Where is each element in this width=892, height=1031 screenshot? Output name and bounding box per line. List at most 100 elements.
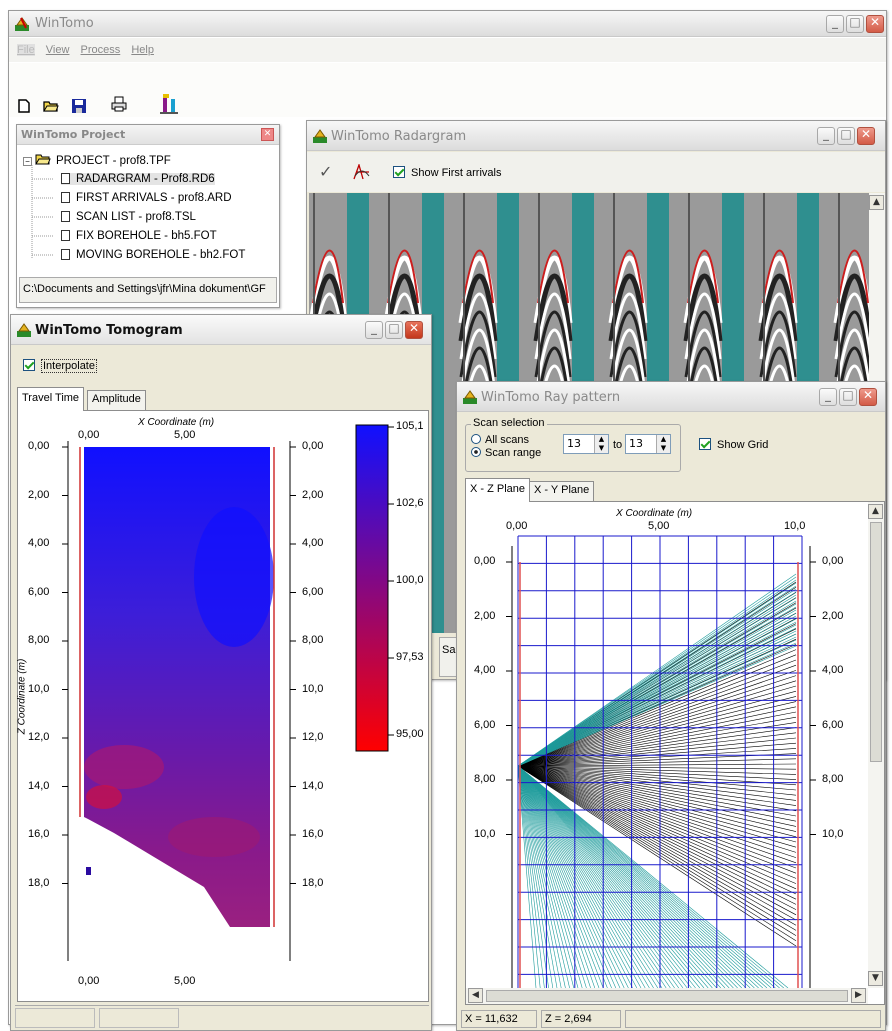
ray-path — [517, 765, 797, 895]
show-grid-checkbox[interactable]: Show Grid — [699, 438, 768, 451]
scan-from-spinner[interactable]: 13 ▲ ▼ — [563, 434, 609, 454]
menu-help[interactable]: Help — [131, 44, 154, 56]
tick-label: 8,00 — [822, 773, 844, 785]
rays — [517, 573, 797, 988]
tree-root[interactable]: − PROJECT - prof8.TPF — [23, 153, 171, 167]
tab-xz-plane[interactable]: X - Z Plane — [465, 478, 531, 502]
maximize-button[interactable]: □ — [837, 127, 855, 145]
scroll-down-button[interactable]: ▼ — [868, 971, 883, 986]
ray-path — [517, 727, 797, 767]
ray-path — [517, 742, 797, 767]
tick-label: 2,00 — [474, 609, 496, 622]
minimize-button[interactable]: _ — [365, 321, 383, 339]
status-panel — [99, 1008, 179, 1028]
save-icon[interactable] — [71, 98, 87, 114]
tab-amplitude[interactable]: Amplitude — [87, 390, 146, 411]
open-folder-icon[interactable] — [43, 99, 59, 113]
minimize-button[interactable]: _ — [819, 388, 837, 406]
scroll-up-button[interactable]: ▲ — [869, 195, 884, 210]
scan-range-radio[interactable]: Scan range — [471, 447, 541, 459]
ray-path — [517, 582, 797, 767]
ray-path — [517, 765, 797, 921]
ray-path — [517, 732, 797, 767]
close-button[interactable]: ✕ — [857, 127, 875, 145]
maximize-icon: □ — [388, 321, 400, 335]
tree-item[interactable]: MOVING BOREHOLE - bh2.FOT — [61, 249, 245, 261]
tick-label: 4,00 — [822, 664, 844, 676]
interpolate-checkbox[interactable]: Interpolate — [23, 359, 97, 373]
document-icon — [61, 192, 70, 203]
close-button[interactable]: ✕ — [859, 388, 877, 406]
velocity-cell — [86, 867, 91, 875]
tab-xy-plane[interactable]: X - Y Plane — [529, 481, 595, 502]
maximize-button[interactable]: □ — [846, 15, 864, 33]
spinner-arrows-icon[interactable]: ▲ ▼ — [594, 435, 608, 453]
project-titlebar[interactable]: WinTomo Project ✕ — [17, 125, 279, 145]
pick-tool-icon[interactable] — [353, 164, 371, 180]
maximize-button[interactable]: □ — [839, 388, 857, 406]
radargram-titlebar[interactable]: WinTomo Radargram _ □ ✕ — [307, 121, 885, 151]
first-arrival-pick — [762, 249, 794, 304]
ray-path — [517, 765, 717, 988]
raypattern-titlebar[interactable]: WinTomo Ray pattern _ □ ✕ — [457, 382, 885, 412]
menu-view[interactable]: View — [45, 44, 70, 56]
tree-item[interactable]: FIRST ARRIVALS - prof8.ARD — [61, 192, 232, 204]
spinner-arrows-icon[interactable]: ▲ ▼ — [656, 435, 670, 453]
tomogram-titlebar[interactable]: WinTomo Tomogram _ □ ✕ — [11, 315, 431, 345]
borehole-tool-icon[interactable] — [159, 93, 179, 115]
checkmark-icon[interactable]: ✓ — [319, 162, 333, 181]
menu-process[interactable]: Process — [80, 44, 121, 56]
tick-label: 14,0 — [28, 779, 50, 792]
tree-lines — [31, 165, 53, 259]
ray-path — [517, 664, 797, 767]
ray-path — [517, 765, 768, 988]
ray-path — [517, 765, 797, 832]
ray-path — [517, 765, 638, 988]
scroll-thumb[interactable] — [486, 990, 848, 1002]
tick-label: 8,00 — [28, 634, 50, 646]
raypattern-vscrollbar[interactable]: ▲ ▼ — [868, 502, 884, 988]
scroll-thumb[interactable] — [870, 522, 882, 762]
all-scans-radio[interactable]: All scans — [471, 434, 529, 446]
ray-path — [517, 765, 541, 988]
close-button[interactable]: ✕ — [405, 321, 423, 339]
close-button[interactable]: ✕ — [866, 15, 884, 33]
ray-path — [517, 675, 797, 767]
project-close-button[interactable]: ✕ — [261, 128, 274, 141]
close-icon: ✕ — [869, 15, 881, 29]
ray-path — [517, 765, 570, 988]
scan-to-spinner[interactable]: 13 ▲ ▼ — [625, 434, 671, 454]
show-first-arrivals-checkbox[interactable]: Show First arrivals — [393, 166, 501, 179]
ray-pattern-plot — [466, 502, 868, 988]
scroll-left-button[interactable]: ◀ — [468, 988, 483, 1003]
ray-path — [517, 765, 797, 848]
minimize-button[interactable]: _ — [826, 15, 844, 33]
ray-path — [517, 765, 545, 988]
tick-label: 10,0 — [302, 682, 324, 695]
velocity-anomaly — [168, 817, 260, 857]
ray-path — [517, 615, 797, 767]
scan-selection-group — [465, 424, 681, 472]
tree-item[interactable]: FIX BOREHOLE - bh5.FOT — [61, 230, 217, 242]
menu-file[interactable]: File — [17, 44, 35, 56]
ray-path — [517, 576, 797, 767]
tree-item[interactable]: RADARGRAM - Prof8.RD6 — [61, 173, 215, 185]
scroll-up-button[interactable]: ▲ — [868, 504, 883, 519]
tab-travel-time[interactable]: Travel Time — [17, 387, 85, 411]
collapse-icon[interactable]: − — [23, 157, 32, 166]
raypattern-hscrollbar[interactable]: ◀ ▶ — [466, 988, 868, 1004]
tick-label: 95,00 — [396, 728, 424, 740]
ray-path — [517, 670, 797, 767]
ray-path — [517, 765, 784, 988]
colorbar — [355, 424, 389, 752]
maximize-button[interactable]: □ — [385, 321, 403, 339]
main-titlebar[interactable]: WinTomo _ □ ✕ — [9, 11, 886, 37]
ray-path — [517, 765, 604, 988]
tree-item[interactable]: SCAN LIST - prof8.TSL — [61, 211, 196, 223]
ray-path — [517, 765, 554, 988]
new-file-icon[interactable] — [17, 99, 31, 113]
ray-path — [517, 765, 797, 879]
scroll-right-button[interactable]: ▶ — [851, 988, 866, 1003]
print-icon[interactable] — [111, 96, 127, 112]
minimize-button[interactable]: _ — [817, 127, 835, 145]
